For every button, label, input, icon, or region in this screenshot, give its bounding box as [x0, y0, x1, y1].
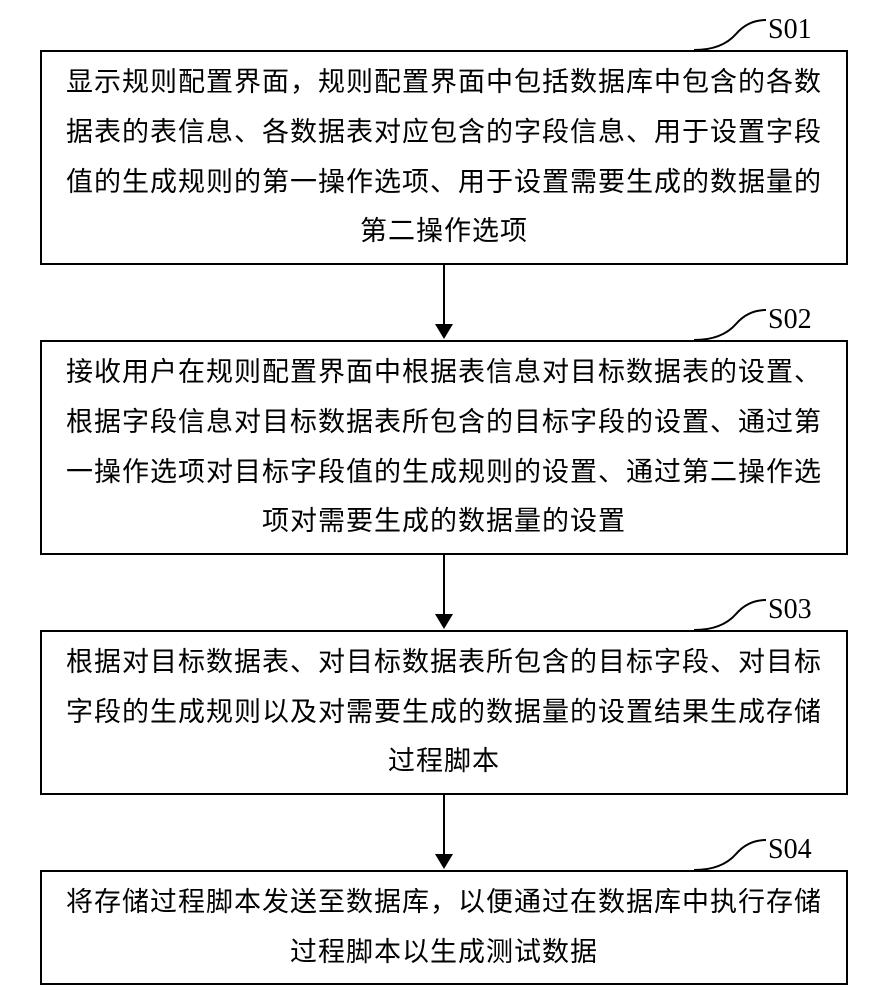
arrow-s02-s03: [435, 555, 453, 629]
step-text-s02: 接收用户在规则配置界面中根据表信息对目标数据表的设置、根据字段信息对目标数据表所…: [66, 348, 822, 548]
arrow-s01-s02: [435, 265, 453, 339]
step-box-s02: 接收用户在规则配置界面中根据表信息对目标数据表的设置、根据字段信息对目标数据表所…: [40, 340, 848, 555]
step-label-s02: S02: [768, 304, 812, 336]
step-label-s04: S04: [768, 834, 812, 866]
step-box-s04: 将存储过程脚本发送至数据库，以便通过在数据库中执行存储过程脚本以生成测试数据: [40, 870, 848, 985]
step-box-s03: 根据对目标数据表、对目标数据表所包含的目标字段、对目标字段的生成规则以及对需要生…: [40, 630, 848, 795]
arrow-s03-s04: [435, 795, 453, 869]
step-label-s03: S03: [768, 594, 812, 626]
step-text-s04: 将存储过程脚本发送至数据库，以便通过在数据库中执行存储过程脚本以生成测试数据: [66, 878, 822, 978]
step-label-s01: S01: [768, 14, 812, 46]
step-text-s03: 根据对目标数据表、对目标数据表所包含的目标字段、对目标字段的生成规则以及对需要生…: [66, 638, 822, 788]
flowchart-container: S01 显示规则配置界面，规则配置界面中包括数据库中包含的各数据表的表信息、各数…: [0, 0, 888, 1000]
step-box-s01: 显示规则配置界面，规则配置界面中包括数据库中包含的各数据表的表信息、各数据表对应…: [40, 50, 848, 265]
step-text-s01: 显示规则配置界面，规则配置界面中包括数据库中包含的各数据表的表信息、各数据表对应…: [66, 58, 822, 258]
